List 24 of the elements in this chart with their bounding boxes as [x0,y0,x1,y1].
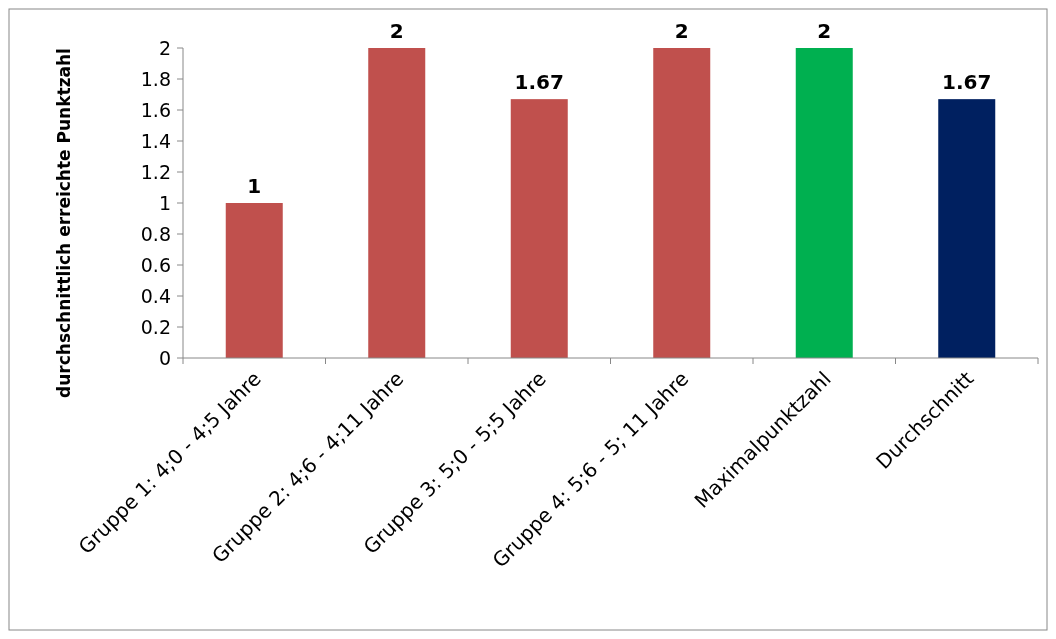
data-label: 2 [389,19,404,43]
y-tick-label: 1.6 [140,98,171,121]
y-tick-label: 1.2 [140,160,171,183]
y-tick-label: 0 [158,346,171,369]
bar [368,48,426,358]
bar [225,203,283,358]
y-tick-label: 1 [158,191,171,214]
y-tick-label: 0.6 [140,253,171,276]
data-label: 1.67 [942,70,992,95]
y-tick-label: 0.2 [140,315,171,338]
y-tick-label: 0.4 [140,284,171,307]
y-tick-label: 1.4 [140,129,171,152]
data-label: 1.67 [514,70,564,95]
bar [938,99,996,358]
y-axis-title: durchschnittlich erreichte Punktzahl [54,48,74,398]
data-label: 2 [817,19,832,43]
bar [795,48,853,358]
data-label: 2 [674,19,689,43]
y-tick-label: 0.8 [140,222,171,245]
y-tick-label: 2 [158,36,171,59]
y-tick-label: 1.8 [140,67,171,90]
bar [510,99,568,358]
bar [653,48,711,358]
data-label: 1 [247,174,262,198]
